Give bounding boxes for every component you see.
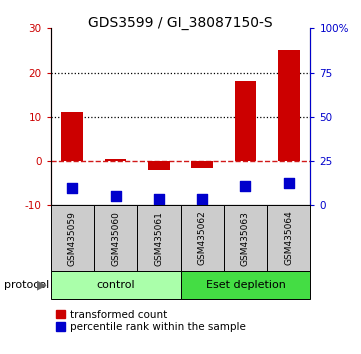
Bar [137,205,180,271]
Point [243,183,248,189]
Bar [51,271,180,299]
Bar [235,81,256,161]
Text: Eset depletion: Eset depletion [205,280,286,290]
Point [156,196,162,202]
Bar [51,205,94,271]
Bar [191,161,213,168]
Bar [278,51,300,161]
Bar [267,205,310,271]
Bar [180,205,224,271]
Text: control: control [96,280,135,290]
Text: GSM435059: GSM435059 [68,211,77,266]
Text: GSM435062: GSM435062 [198,211,206,266]
Bar [105,159,126,161]
Text: protocol: protocol [4,280,49,290]
Bar [148,161,170,170]
Bar [224,205,267,271]
Bar [180,271,310,299]
Point [199,196,205,202]
Point [69,185,75,190]
Text: GSM435060: GSM435060 [111,211,120,266]
Bar [94,205,137,271]
Bar [61,113,83,161]
Text: GSM435061: GSM435061 [155,211,163,266]
Text: GSM435063: GSM435063 [241,211,250,266]
Point [286,180,292,186]
Point [113,194,118,199]
Text: GSM435064: GSM435064 [284,211,293,266]
Text: ▶: ▶ [37,279,46,291]
Text: GDS3599 / GI_38087150-S: GDS3599 / GI_38087150-S [88,16,273,30]
Legend: transformed count, percentile rank within the sample: transformed count, percentile rank withi… [56,310,246,332]
